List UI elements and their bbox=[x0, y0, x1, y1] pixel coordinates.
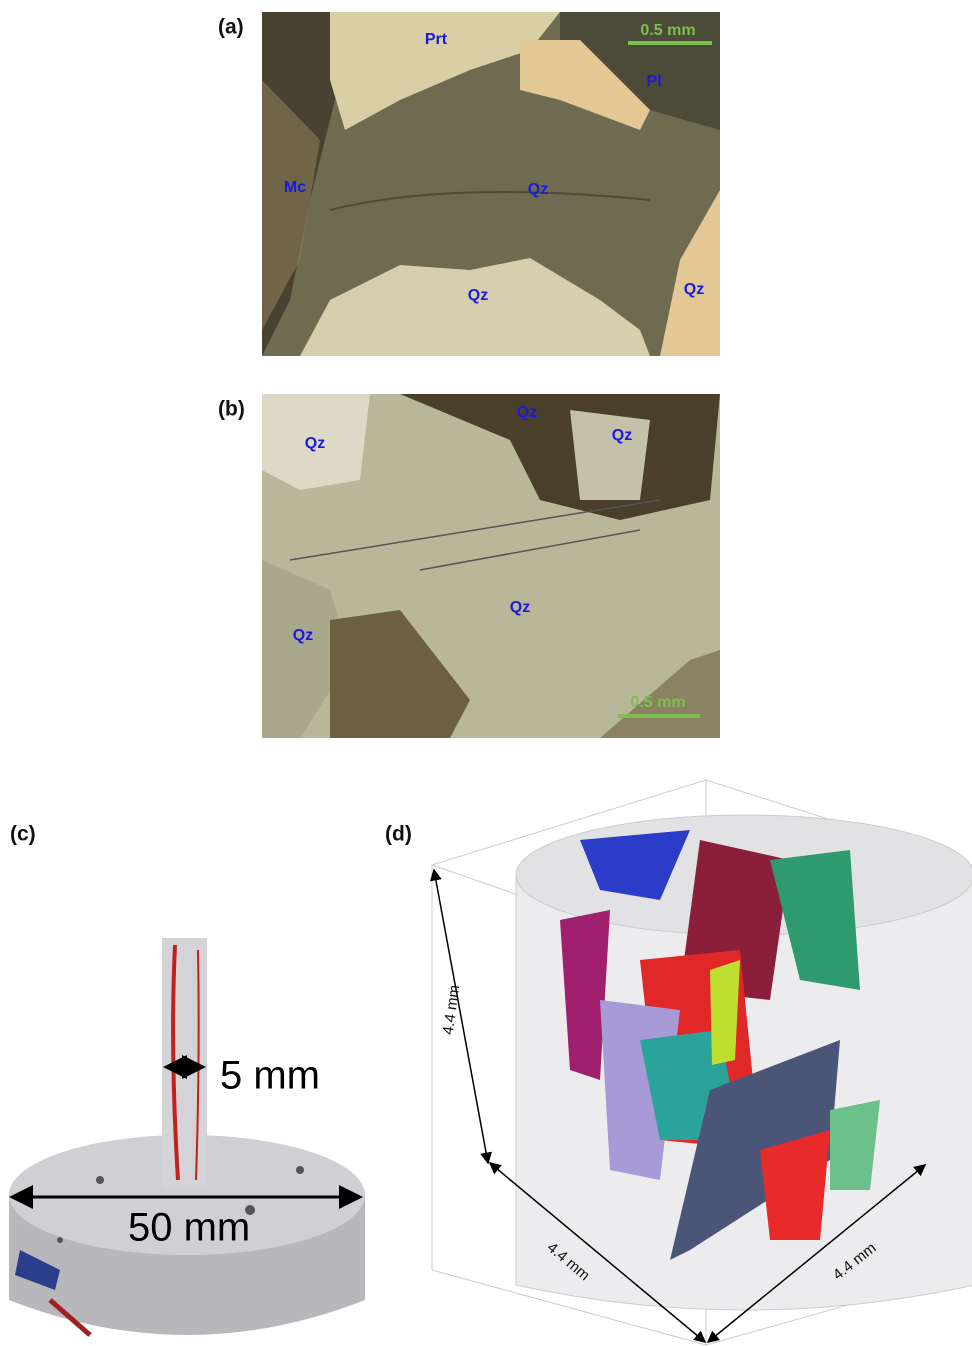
mineral-label: Prt bbox=[425, 31, 448, 48]
micrograph-b bbox=[262, 394, 720, 738]
panel-label: (b) bbox=[218, 398, 245, 421]
pore-render bbox=[432, 780, 972, 1345]
mineral-label: Qz bbox=[612, 427, 632, 444]
scale-text: 0.5 mm bbox=[640, 22, 695, 39]
mineral-label: Qz bbox=[305, 435, 325, 452]
dimension-label: 50 mm bbox=[128, 1206, 250, 1250]
mineral-label: Qz bbox=[517, 404, 537, 421]
scale-text: 0.5 mm bbox=[630, 694, 685, 711]
micrograph-a bbox=[262, 12, 720, 356]
rock-sample bbox=[9, 938, 365, 1335]
panel-label: (a) bbox=[218, 16, 244, 39]
mineral-label: Qz bbox=[510, 599, 530, 616]
mineral-label: Qz bbox=[684, 281, 704, 298]
dimension-label: 5 mm bbox=[220, 1054, 320, 1098]
panel-label: (c) bbox=[10, 823, 36, 846]
mineral-label: Qz bbox=[528, 181, 548, 198]
panel-label: (d) bbox=[385, 823, 412, 846]
mineral-label: Pl bbox=[646, 73, 661, 90]
figure: (a) 0.5 mm Prt Pl Mc Qz Qz Qz (b) 0.5 mm… bbox=[0, 0, 972, 1346]
mineral-label: Qz bbox=[293, 627, 313, 644]
dimension-label: 4.4 mm bbox=[440, 984, 464, 1036]
mineral-label: Mc bbox=[284, 179, 306, 196]
mineral-label: Qz bbox=[468, 287, 488, 304]
